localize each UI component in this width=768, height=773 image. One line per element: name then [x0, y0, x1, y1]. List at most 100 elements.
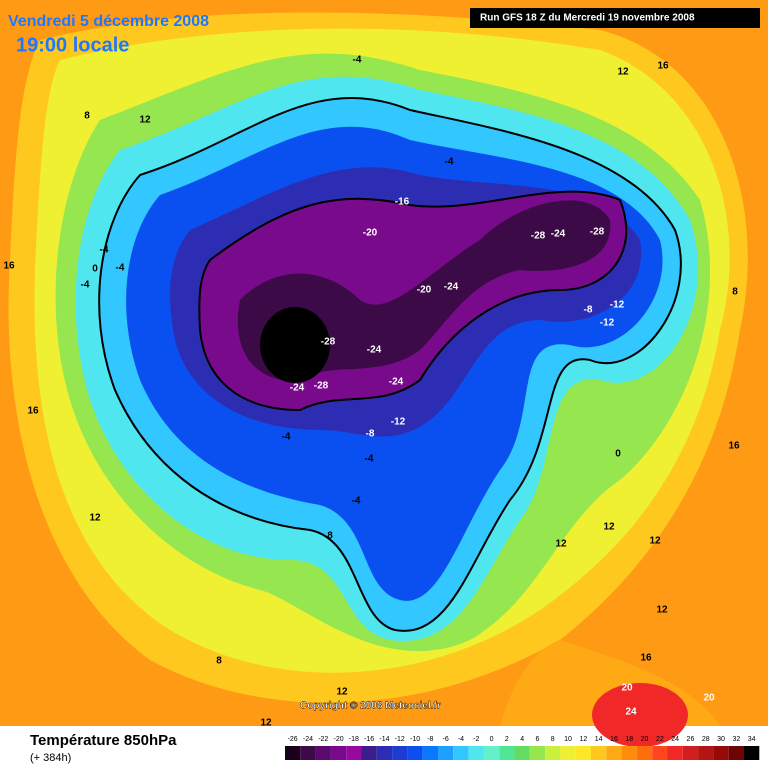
- contour-label: -4: [445, 157, 454, 168]
- contour-label: -4: [100, 245, 109, 256]
- scale-label: -16: [364, 736, 374, 743]
- scale-swatch: [361, 746, 377, 760]
- scale-swatch: [422, 746, 438, 760]
- scale-swatch: [652, 746, 668, 760]
- contour-label: 12: [260, 718, 272, 729]
- contour-label: 16: [640, 653, 652, 664]
- contour-label: -4: [282, 432, 291, 443]
- scale-label: 34: [748, 736, 756, 743]
- contour-label: -12: [600, 318, 615, 329]
- scale-label: -22: [318, 736, 328, 743]
- contour-label: 8: [84, 111, 90, 122]
- contour-label: -4: [116, 263, 125, 274]
- contour-label: -4: [352, 496, 361, 507]
- contour-label: 12: [617, 67, 629, 78]
- scale-swatch: [606, 746, 622, 760]
- contour-label: 16: [3, 261, 15, 272]
- scale-label: -4: [458, 736, 464, 743]
- scale-swatch: [621, 746, 637, 760]
- scale-label: -18: [349, 736, 359, 743]
- contour-label: -28: [531, 231, 546, 242]
- scale-label: 6: [535, 736, 539, 743]
- scale-swatch: [560, 746, 576, 760]
- run-box: [470, 8, 760, 28]
- scale-swatch: [636, 746, 653, 760]
- scale-label: -6: [443, 736, 449, 743]
- contour-label: -28: [321, 337, 336, 348]
- scale-label: 26: [687, 736, 695, 743]
- temperature-field: [8, 12, 748, 747]
- scale-swatch: [407, 746, 423, 760]
- contour-label: -24: [367, 345, 382, 356]
- contour-label: -4: [353, 55, 362, 66]
- contour-label: 12: [656, 605, 668, 616]
- contour-label: 12: [336, 687, 348, 698]
- contour-label: -24: [551, 229, 566, 240]
- contour-label: -12: [610, 300, 625, 311]
- scale-label: 20: [641, 736, 649, 743]
- scale-label: 16: [610, 736, 618, 743]
- contour-label: 12: [89, 513, 101, 524]
- contour-label: -8: [366, 429, 375, 440]
- scale-swatch: [529, 746, 546, 760]
- scale-label: -2: [473, 736, 479, 743]
- contour-label: 0: [92, 264, 98, 275]
- scale-swatch: [468, 746, 484, 760]
- scale-swatch: [682, 746, 699, 760]
- contour-label: 16: [728, 441, 740, 452]
- scale-label: 2: [505, 736, 509, 743]
- scale-label: -12: [395, 736, 405, 743]
- scale-swatch: [392, 746, 408, 760]
- contour-label: 16: [657, 61, 669, 72]
- scale-label: -26: [288, 736, 298, 743]
- scale-swatch: [376, 746, 393, 760]
- footer-lead: (+ 384h): [30, 752, 71, 764]
- color-scale: -26 -24 -22 -20 -18 -16 -14 -12 -10 -8 -6 -4 -2 0 2 4 6 8…: [285, 736, 760, 760]
- scale-label: 0: [490, 736, 494, 743]
- scale-label: -14: [379, 736, 389, 743]
- isotherms: [98, 97, 682, 632]
- scale-swatch: [698, 746, 714, 760]
- scale-swatch: [315, 746, 331, 760]
- scale-label: -10: [410, 736, 420, 743]
- contour-label: -20: [417, 285, 432, 296]
- scale-swatch: [713, 746, 729, 760]
- scale-label: 10: [564, 736, 572, 743]
- contour-label: 8: [327, 531, 333, 542]
- scale-swatch: [744, 746, 760, 760]
- contour-label: -12: [391, 417, 406, 428]
- contour-label: -20: [363, 228, 378, 239]
- scale-label: 4: [520, 736, 524, 743]
- contour-label: 20: [703, 693, 715, 704]
- contour-label: -16: [395, 197, 410, 208]
- contour-label: -24: [290, 383, 305, 394]
- contour-label: 20: [621, 683, 633, 694]
- scale-label: 22: [656, 736, 664, 743]
- contour-label: 24: [625, 707, 637, 718]
- contour-label: -4: [365, 454, 374, 465]
- scale-label: -24: [303, 736, 313, 743]
- scale-label: -20: [333, 736, 343, 743]
- contour-label: -24: [389, 377, 404, 388]
- scale-label: 8: [551, 736, 555, 743]
- time: 19:00 locale: [16, 34, 129, 56]
- scale-swatch: [300, 746, 316, 760]
- contour-label: -28: [590, 227, 605, 238]
- scale-swatch: [728, 746, 744, 760]
- contour-label: 16: [27, 406, 39, 417]
- scale-swatch: [591, 746, 607, 760]
- scale-swatch: [514, 746, 530, 760]
- contour-label: 12: [649, 536, 661, 547]
- scale-label: 30: [717, 736, 725, 743]
- contour-label: -8: [584, 305, 593, 316]
- run: Run GFS 18 Z du Mercredi 19 novembre 200…: [480, 13, 695, 24]
- contour-label: 12: [555, 539, 567, 550]
- scale-label: 14: [595, 736, 603, 743]
- date: Vendredi 5 décembre 2008: [8, 13, 209, 30]
- scale-swatch: [330, 746, 347, 760]
- scale-label: 32: [732, 736, 740, 743]
- scale-swatch: [438, 746, 454, 760]
- contour-label: -28: [314, 381, 329, 392]
